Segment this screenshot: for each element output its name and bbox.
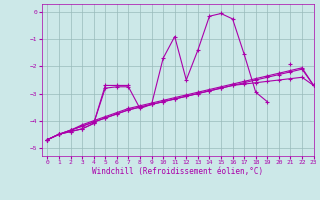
X-axis label: Windchill (Refroidissement éolien,°C): Windchill (Refroidissement éolien,°C) <box>92 167 263 176</box>
